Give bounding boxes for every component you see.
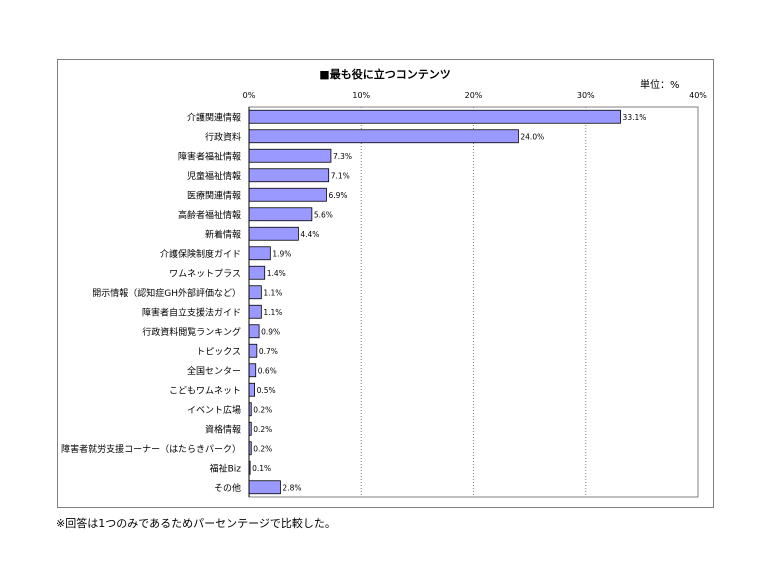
bar (248, 285, 262, 300)
category-label: 高齢者福祉情報 (178, 209, 241, 221)
bar (248, 480, 281, 495)
category-label: 障害者福祉情報 (178, 150, 241, 162)
data-label: 0.2% (253, 425, 272, 434)
data-label: 2.8% (282, 483, 301, 492)
category-label: 児童福祉情報 (187, 170, 241, 182)
data-label: 0.6% (258, 366, 277, 375)
category-label: 医療関連情報 (187, 189, 241, 201)
bar (248, 324, 260, 339)
category-label: 行政資料 (205, 131, 241, 143)
category-label: 福祉Biz (210, 462, 242, 474)
data-label: 4.4% (300, 230, 319, 239)
bar (248, 382, 256, 397)
data-label: 1.4% (267, 269, 286, 278)
category-label: 新着情報 (205, 228, 241, 240)
data-label: 7.3% (333, 152, 352, 161)
category-label: 障害者就労支援コーナー（はたらきパーク） (61, 443, 241, 455)
data-label: 5.6% (314, 210, 333, 219)
category-label: 全国センター (187, 365, 241, 377)
bar (248, 246, 271, 261)
bar (248, 187, 327, 202)
data-label: 0.5% (257, 386, 276, 395)
x-tick-label: 0% (243, 91, 256, 100)
data-label: 0.2% (253, 444, 272, 453)
category-label: トピックス (196, 346, 241, 357)
bar (248, 148, 332, 163)
data-label: 7.1% (331, 171, 350, 180)
bar (248, 265, 266, 280)
data-label: 1.9% (272, 249, 291, 258)
chart-title: ■最も役に立つコンテンツ (319, 68, 451, 81)
data-label: 1.1% (263, 288, 282, 297)
category-label: 資格情報 (205, 423, 241, 435)
x-tick-label: 10% (352, 91, 370, 100)
category-label: 介護関連情報 (187, 111, 241, 123)
category-label: その他 (214, 482, 241, 494)
category-label: ワムネットプラス (169, 268, 241, 279)
category-label: 障害者自立支援法ガイド (142, 306, 241, 318)
data-label: 0.9% (261, 327, 280, 336)
data-label: 0.2% (253, 405, 272, 414)
bar (248, 343, 258, 358)
category-label: 開示情報（認知症GH外部評価など） (92, 287, 241, 299)
category-label: こどもワムネット (169, 385, 241, 396)
x-tick-label: 20% (465, 91, 483, 100)
x-tick-label: 40% (689, 91, 707, 100)
footnote: ※回答は1つのみであるためパーセンテージで比較した。 (56, 517, 336, 530)
unit-label: 単位：% (640, 80, 680, 91)
bar (248, 207, 313, 222)
x-tick-label: 30% (577, 91, 595, 100)
bar (248, 363, 257, 378)
category-label: 行政資料閲覧ランキング (142, 326, 241, 338)
bar (248, 226, 299, 241)
data-label: 33.1% (623, 113, 647, 122)
bar (248, 109, 621, 124)
category-label: イベント広場 (187, 404, 241, 416)
data-label: 1.1% (263, 308, 282, 317)
bar (248, 129, 519, 144)
bar (248, 304, 262, 319)
data-label: 0.7% (259, 347, 278, 356)
bar (248, 168, 330, 183)
data-label: 0.1% (252, 464, 271, 473)
category-label: 介護保険制度ガイド (160, 248, 241, 260)
data-label: 6.9% (328, 191, 347, 200)
chart-frame (57, 59, 714, 508)
data-label: 24.0% (520, 132, 544, 141)
